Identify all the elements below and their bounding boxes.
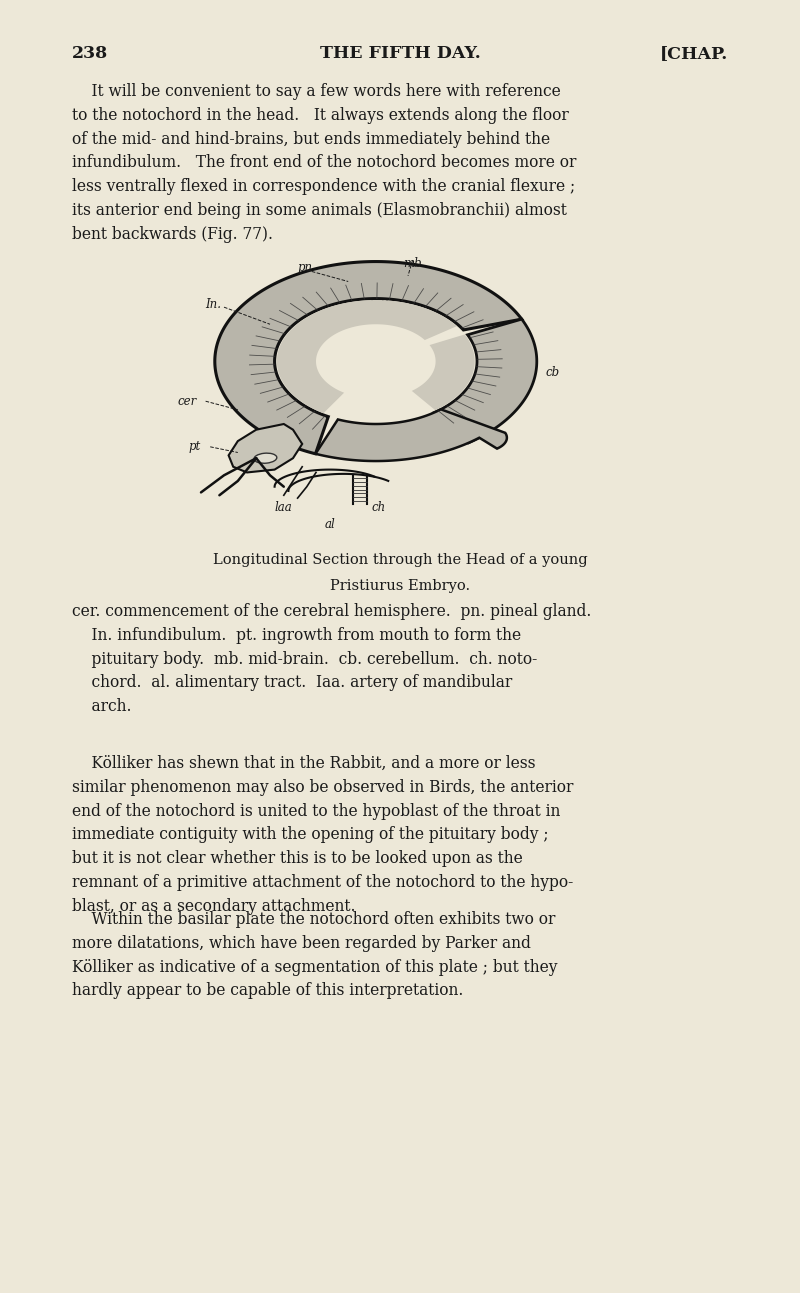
Polygon shape bbox=[215, 261, 522, 454]
Text: Pristiurus Embryo.: Pristiurus Embryo. bbox=[330, 579, 470, 593]
Ellipse shape bbox=[254, 453, 277, 463]
Polygon shape bbox=[229, 424, 302, 472]
Text: Longitudinal Section through the Head of a young: Longitudinal Section through the Head of… bbox=[213, 553, 587, 568]
Text: laa: laa bbox=[275, 500, 293, 513]
Text: Kölliker has shewn that in the Rabbit, and a more or less
similar phenomenon may: Kölliker has shewn that in the Rabbit, a… bbox=[72, 755, 574, 914]
Text: 238: 238 bbox=[72, 45, 108, 62]
Text: [CHAP.: [CHAP. bbox=[660, 45, 728, 62]
Text: Fig. 77.: Fig. 77. bbox=[369, 291, 431, 308]
Text: mb: mb bbox=[403, 257, 422, 270]
Text: pt: pt bbox=[189, 441, 201, 454]
Text: Within the basilar plate the notochord often exhibits two or
more dilatations, w: Within the basilar plate the notochord o… bbox=[72, 912, 558, 999]
Text: In.: In. bbox=[206, 297, 222, 310]
Polygon shape bbox=[277, 300, 457, 414]
Text: ch: ch bbox=[371, 500, 386, 513]
Text: cb: cb bbox=[546, 366, 560, 379]
Polygon shape bbox=[434, 319, 537, 443]
Text: cer: cer bbox=[178, 394, 198, 407]
Text: al: al bbox=[325, 518, 335, 531]
Text: THE FIFTH DAY.: THE FIFTH DAY. bbox=[320, 45, 480, 62]
Polygon shape bbox=[412, 335, 474, 410]
Text: pn: pn bbox=[298, 261, 313, 274]
Polygon shape bbox=[315, 410, 507, 462]
Text: It will be convenient to say a few words here with reference
to the notochord in: It will be convenient to say a few words… bbox=[72, 83, 576, 243]
Text: cer. commencement of the cerebral hemisphere.  pn. pineal gland.
    In. infundi: cer. commencement of the cerebral hemisp… bbox=[72, 603, 591, 715]
